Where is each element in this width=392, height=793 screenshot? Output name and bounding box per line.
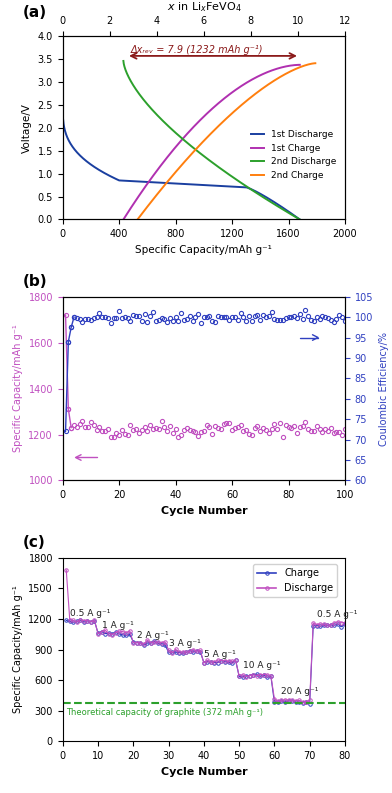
Discharge — [187, 646, 192, 656]
Text: (b): (b) — [23, 274, 48, 289]
Discharge — [254, 671, 259, 680]
Line: Discharge: Discharge — [65, 568, 347, 704]
Discharge — [233, 656, 238, 665]
Charge — [191, 647, 196, 657]
Text: Δxᵣₑᵥ = 7.9 (1232 mAh g⁻¹): Δxᵣₑᵥ = 7.9 (1232 mAh g⁻¹) — [131, 45, 263, 56]
Charge — [237, 672, 241, 681]
Y-axis label: Voltage/V: Voltage/V — [22, 102, 32, 152]
Text: 5 A g⁻¹: 5 A g⁻¹ — [204, 649, 236, 659]
X-axis label: Specific Capacity/mAh g⁻¹: Specific Capacity/mAh g⁻¹ — [135, 245, 272, 255]
Text: (a): (a) — [23, 6, 47, 21]
Y-axis label: Coulombic Efficiency/%: Coulombic Efficiency/% — [379, 331, 389, 446]
Discharge — [300, 698, 305, 707]
Charge — [247, 671, 252, 680]
Text: 10 A g⁻¹: 10 A g⁻¹ — [243, 661, 280, 670]
Charge — [318, 622, 323, 631]
Line: Charge: Charge — [65, 619, 347, 705]
Charge — [307, 699, 312, 708]
Y-axis label: Specific Capacity/mAh g⁻¹: Specific Capacity/mAh g⁻¹ — [13, 324, 23, 453]
Discharge — [230, 657, 234, 666]
Charge — [233, 655, 238, 665]
X-axis label: Cycle Number: Cycle Number — [161, 767, 247, 776]
Charge — [78, 615, 83, 625]
X-axis label: $x$ in Li$_x$FeVO$_4$: $x$ in Li$_x$FeVO$_4$ — [167, 1, 241, 14]
Text: 0.5 A g⁻¹: 0.5 A g⁻¹ — [70, 609, 110, 618]
Text: 1 A g⁻¹: 1 A g⁻¹ — [102, 621, 133, 630]
Discharge — [314, 620, 319, 630]
X-axis label: Cycle Number: Cycle Number — [161, 506, 247, 515]
Text: 2 A g⁻¹: 2 A g⁻¹ — [137, 631, 169, 640]
Charge — [64, 615, 69, 625]
Text: 20 A g⁻¹: 20 A g⁻¹ — [281, 688, 319, 696]
Discharge — [244, 672, 249, 681]
Discharge — [64, 565, 69, 575]
Charge — [258, 672, 263, 681]
Legend: 1st Discharge, 1st Charge, 2nd Discharge, 2nd Charge: 1st Discharge, 1st Charge, 2nd Discharge… — [247, 127, 340, 183]
Text: 3 A g⁻¹: 3 A g⁻¹ — [169, 639, 200, 649]
Charge — [343, 619, 347, 629]
Text: 0.5 A g⁻¹: 0.5 A g⁻¹ — [317, 610, 357, 619]
Text: Theoretical capacity of graphite (372 mAh g⁻¹): Theoretical capacity of graphite (372 mA… — [66, 708, 263, 718]
Y-axis label: Specific Capacity/mAh g⁻¹: Specific Capacity/mAh g⁻¹ — [13, 586, 23, 714]
Text: (c): (c) — [23, 534, 46, 550]
Legend: Charge, Discharge: Charge, Discharge — [253, 565, 337, 597]
Discharge — [343, 618, 347, 627]
